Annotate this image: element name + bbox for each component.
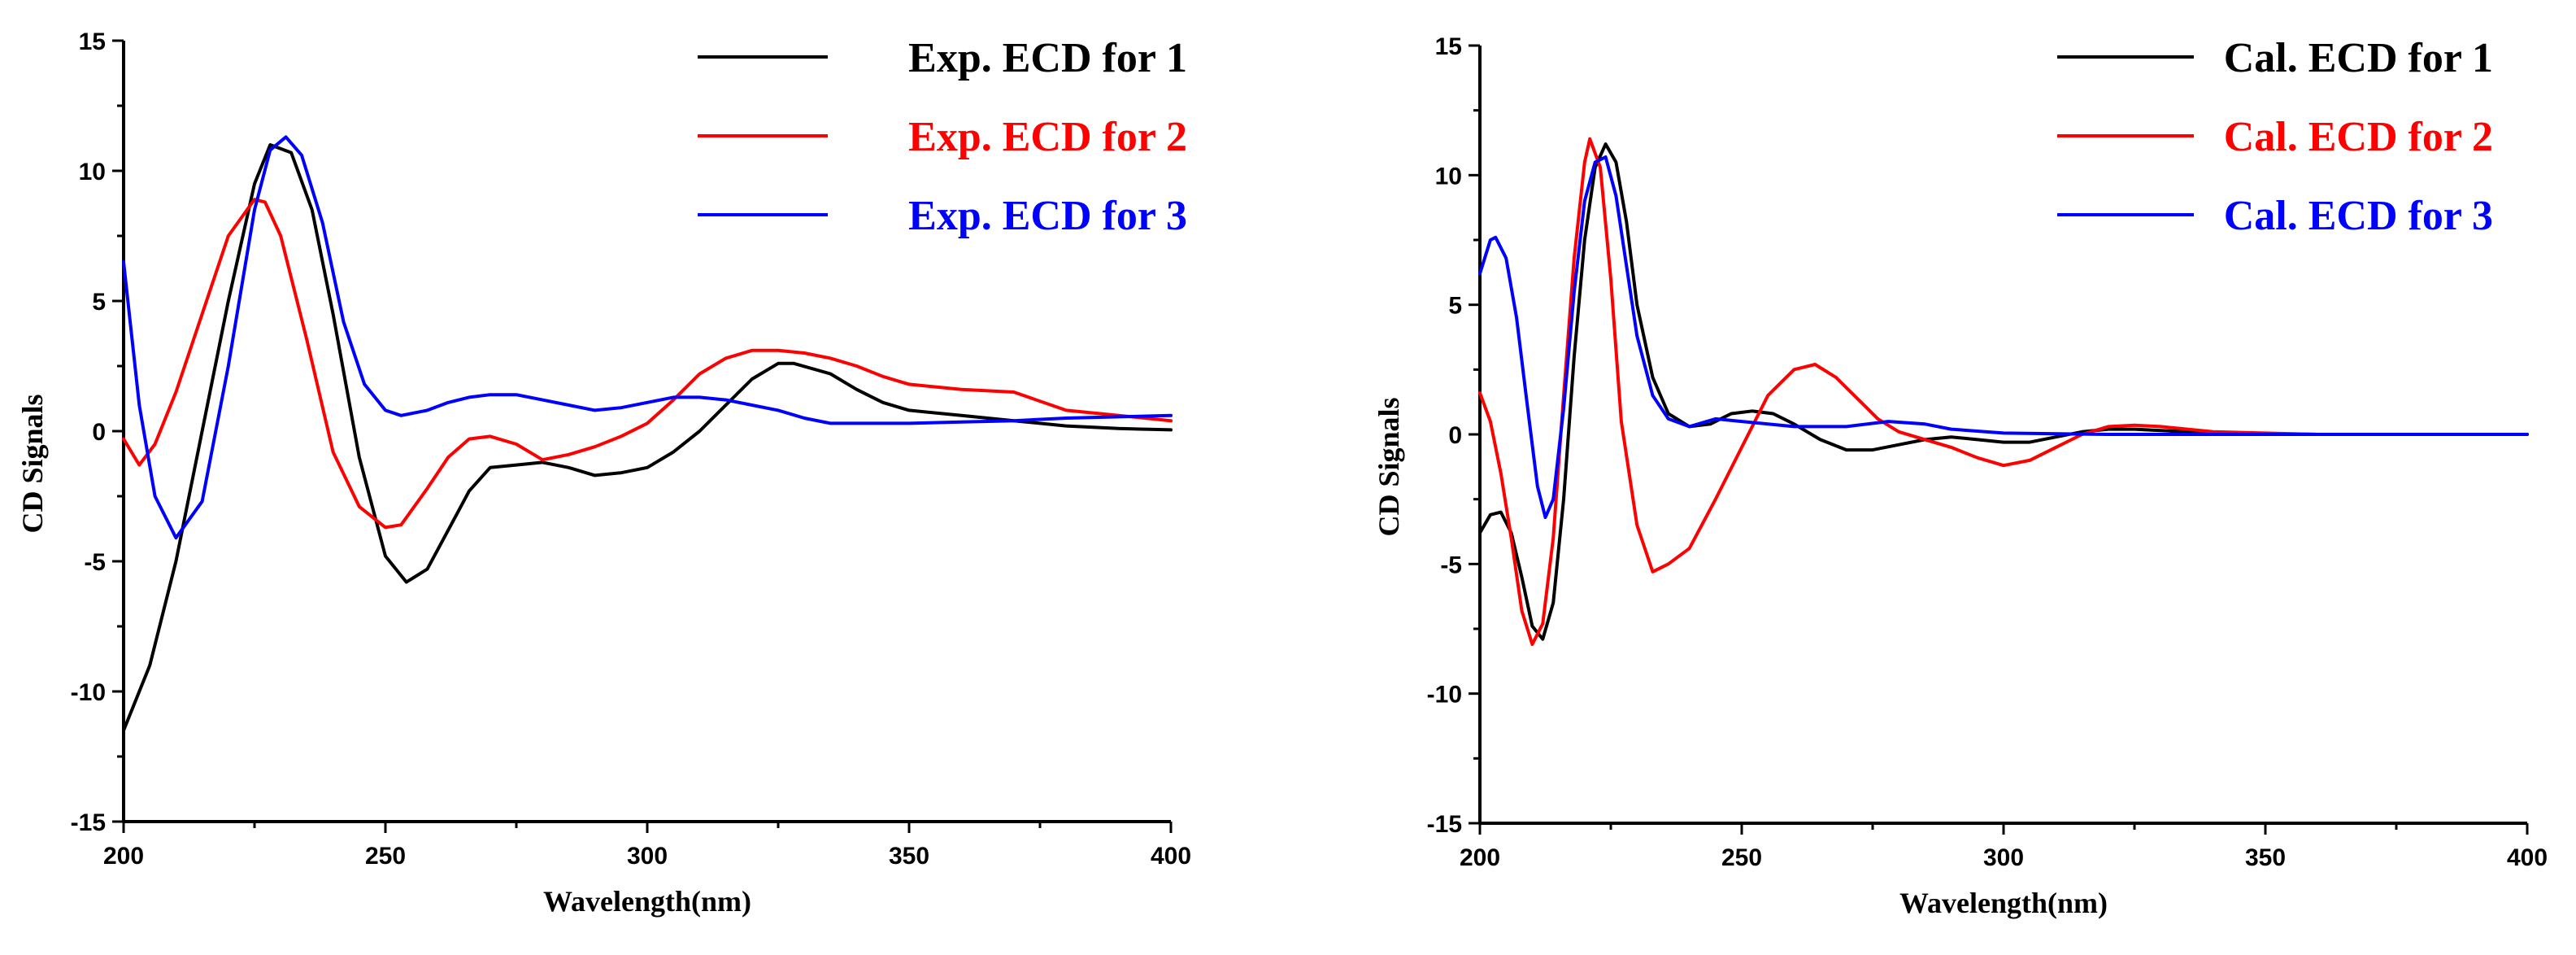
y-tick-label: 0 [1448,422,1462,449]
y-tick-label: 10 [79,159,106,185]
x-tick-label: 250 [1721,844,1762,871]
x-tick-label: 400 [2507,844,2548,871]
legend-label-3: Cal. ECD for 3 [2224,193,2493,239]
x-tick-label: 350 [2245,844,2286,871]
series-line-1 [1478,142,2529,641]
x-tick-label: 200 [1460,844,1500,871]
x-tick-label: 400 [1151,843,1191,870]
y-axis-title: CD Signals [1373,397,1405,536]
chart-panel-1: -15 -10 -5 0 5 10 15 200 250 300 350 400 Wavelength(… [16,28,1191,918]
y-tick-label: -5 [1440,552,1462,578]
y-tick-label: -10 [71,679,106,706]
x-axis-title: Wavelength(nm) [543,885,751,918]
legend-label-2: Exp. ECD for 2 [908,114,1187,160]
y-tick-label: 0 [92,419,106,446]
y-tick-label: -5 [84,549,106,576]
legend-label-1: Cal. ECD for 1 [2224,35,2493,81]
x-tick-label: 300 [627,843,668,870]
x-axis-title: Wavelength(nm) [1899,887,2108,919]
legend-label-1: Exp. ECD for 1 [908,35,1187,81]
y-tick-label: 15 [79,28,106,55]
y-tick-label: 5 [1448,293,1462,320]
legend-label-2: Cal. ECD for 2 [2224,114,2493,160]
series-line-2 [122,198,1173,530]
x-tick-label: 350 [889,843,929,870]
series-line-3 [122,135,1173,540]
chart-panel-2: -15 -10 -5 0 5 10 15 200 250 300 350 400 Wavelength(… [1373,33,2548,919]
y-tick-label: -10 [1427,682,1462,709]
y-tick-label: 5 [92,289,106,316]
legend-label-3: Exp. ECD for 3 [908,193,1187,239]
y-tick-label: -15 [1427,811,1462,838]
y-axis-title: CD Signals [16,394,49,533]
y-tick-label: 15 [1435,33,1462,60]
series-line-3 [1478,155,2529,519]
y-tick-label: -15 [71,809,106,836]
x-tick-label: 250 [365,843,406,870]
y-tick-label: 10 [1435,163,1462,190]
x-tick-label: 200 [103,843,144,870]
x-tick-label: 300 [1983,844,2024,871]
